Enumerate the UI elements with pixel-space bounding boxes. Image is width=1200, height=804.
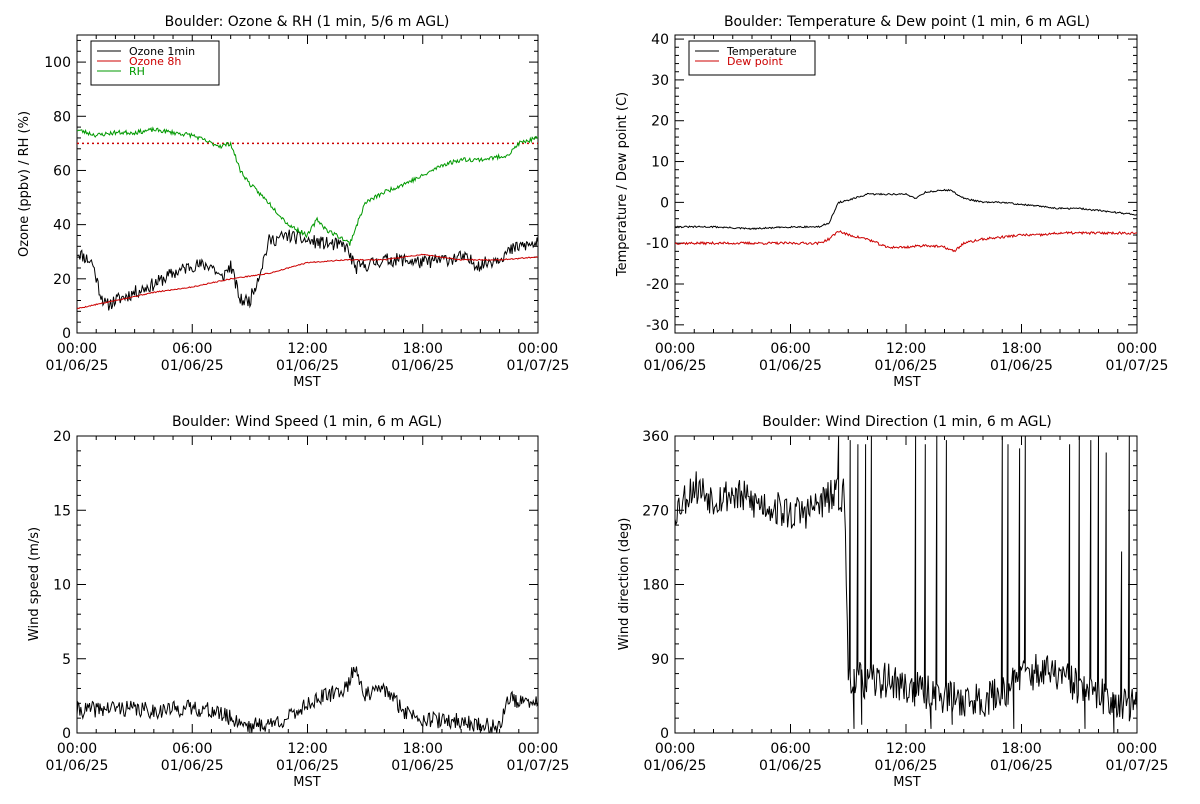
ozone-rh-series-ozone-8h [77,253,538,310]
ozone-rh-legend-label: RH [129,65,145,78]
ozone-rh-xtick-date-label: 01/06/25 [161,358,224,374]
temperature-dewpoint-ytick-label: 30 [651,73,669,89]
temperature-dewpoint-xlabel: MST [893,375,920,390]
ozone-rh-xtick-date-label: 01/06/25 [276,358,339,374]
temperature-dewpoint-legend-label: Dew point [727,55,783,68]
wind-direction-xtick-date-label: 01/06/25 [875,758,938,774]
wind-speed-ytick-label: 20 [53,429,71,445]
temperature-dewpoint-ytick-label: 10 [651,155,669,171]
ozone-rh-ylabel: Ozone (ppbv) / RH (%) [17,111,32,257]
wind-speed-xtick-time-label: 00:00 [57,741,97,757]
wind-speed-xtick-date-label: 01/06/25 [391,758,454,774]
temperature-dewpoint-xtick-time-label: 00:00 [1117,341,1157,357]
ozone-rh-xtick-date-label: 01/06/25 [391,358,454,374]
wind-direction-ytick-label: 90 [651,652,669,668]
wind-direction-xtick-time-label: 06:00 [770,741,810,757]
ozone-rh-legend-label: Ozone 1min [129,45,195,58]
wind-speed-xtick-date-label: 01/06/25 [161,758,224,774]
wind-speed-xtick-date-label: 01/07/25 [507,758,570,774]
temperature-dewpoint-xtick-date-label: 01/07/25 [1106,358,1169,374]
temperature-dewpoint-ytick-label: -30 [646,318,669,334]
temperature-dewpoint-legend [688,40,816,76]
wind-speed-xtick-date-label: 01/06/25 [276,758,339,774]
wind-direction-title: Boulder: Wind Direction (1 min, 6 m AGL) [762,414,1051,430]
ozone-rh-ytick-label: 40 [53,218,71,234]
ozone-rh-legend [90,40,220,86]
ozone-rh-ytick-label: 80 [53,109,71,125]
ozone-rh-xtick-time-label: 12:00 [287,341,327,357]
temperature-dewpoint-xtick-time-label: 06:00 [770,341,810,357]
wind-speed-xlabel: MST [293,775,320,790]
wind-speed-plot-frame [76,435,539,734]
ozone-rh-xtick-time-label: 06:00 [172,341,212,357]
wind-speed-title: Boulder: Wind Speed (1 min, 6 m AGL) [172,414,442,430]
temperature-dewpoint-ytick-label: 20 [651,114,669,130]
ozone-rh-ytick-label: 0 [62,326,71,342]
temperature-dewpoint-ylabel: Temperature / Dew point (C) [615,92,630,277]
temperature-dewpoint-xtick-date-label: 01/06/25 [875,358,938,374]
temperature-dewpoint-series-temperature [675,188,1137,231]
ozone-rh-series-ozone-1min [77,229,538,311]
wind-speed-ytick-label: 15 [53,503,71,519]
wind-speed-xtick-date-label: 01/06/25 [46,758,109,774]
wind-speed-xtick-time-label: 06:00 [172,741,212,757]
ozone-rh-xtick-time-label: 18:00 [403,341,443,357]
wind-direction-ytick-label: 270 [642,503,669,519]
wind-speed-xtick-time-label: 12:00 [287,741,327,757]
temperature-dewpoint-xtick-time-label: 00:00 [655,341,695,357]
temperature-dewpoint-series-dew-point [675,230,1137,253]
ozone-rh-xlabel: MST [293,375,320,390]
wind-direction-series-line [675,436,1137,733]
ozone-rh-panel: Boulder: Ozone & RH (1 min, 5/6 m AGL) O… [17,14,569,390]
wind-direction-panel: Boulder: Wind Direction (1 min, 6 m AGL)… [617,414,1168,790]
wind-direction-xtick-time-label: 18:00 [1001,741,1041,757]
wind-direction-ytick-label: 180 [642,578,669,594]
temperature-dewpoint-xtick-date-label: 01/06/25 [759,358,822,374]
wind-direction-ytick-label: 360 [642,429,669,445]
ozone-rh-xtick-date-label: 01/06/25 [46,358,109,374]
temperature-dewpoint-xtick-time-label: 18:00 [1001,341,1041,357]
ozone-rh-legend-label: Ozone 8h [129,55,181,68]
wind-direction-ytick-label: 0 [660,726,669,742]
wind-direction-xtick-time-label: 12:00 [886,741,926,757]
temperature-dewpoint-ytick-label: -20 [646,277,669,293]
wind-speed-ytick-label: 5 [62,652,71,668]
temperature-dewpoint-legend-label: Temperature [726,45,797,58]
wind-speed-series-line [77,666,538,733]
temperature-dewpoint-title: Boulder: Temperature & Dew point (1 min,… [724,14,1090,30]
temperature-dewpoint-plot-frame [674,34,1138,334]
temperature-dewpoint-ytick-label: 40 [651,32,669,48]
wind-speed-ylabel: Wind speed (m/s) [27,527,42,641]
wind-direction-xlabel: MST [893,775,920,790]
wind-speed-xtick-time-label: 18:00 [403,741,443,757]
wind-speed-panel: Boulder: Wind Speed (1 min, 6 m AGL) Win… [27,414,569,790]
wind-direction-xtick-time-label: 00:00 [1117,741,1157,757]
ozone-rh-ytick-label: 60 [53,163,71,179]
temperature-dewpoint-xtick-date-label: 01/06/25 [990,358,1053,374]
wind-direction-xtick-date-label: 01/06/25 [644,758,707,774]
wind-speed-xtick-time-label: 00:00 [518,741,558,757]
ozone-rh-xtick-time-label: 00:00 [518,341,558,357]
temperature-dewpoint-panel: Boulder: Temperature & Dew point (1 min,… [615,14,1168,390]
ozone-rh-title: Boulder: Ozone & RH (1 min, 5/6 m AGL) [165,14,450,30]
ozone-rh-xtick-date-label: 01/07/25 [507,358,570,374]
wind-direction-ylabel: Wind direction (deg) [617,518,632,651]
ozone-rh-ytick-label: 100 [44,55,71,71]
wind-direction-xtick-date-label: 01/06/25 [990,758,1053,774]
temperature-dewpoint-ytick-label: 0 [660,195,669,211]
temperature-dewpoint-xtick-time-label: 12:00 [886,341,926,357]
wind-speed-ytick-label: 10 [53,578,71,594]
wind-direction-xtick-time-label: 00:00 [655,741,695,757]
wind-speed-ytick-label: 0 [62,726,71,742]
ozone-rh-series-rh [77,126,538,246]
temperature-dewpoint-ytick-label: -10 [646,236,669,252]
ozone-rh-xtick-time-label: 00:00 [57,341,97,357]
wind-direction-xtick-date-label: 01/07/25 [1106,758,1169,774]
wind-direction-xtick-date-label: 01/06/25 [759,758,822,774]
ozone-rh-ytick-label: 20 [53,272,71,288]
temperature-dewpoint-xtick-date-label: 01/06/25 [644,358,707,374]
